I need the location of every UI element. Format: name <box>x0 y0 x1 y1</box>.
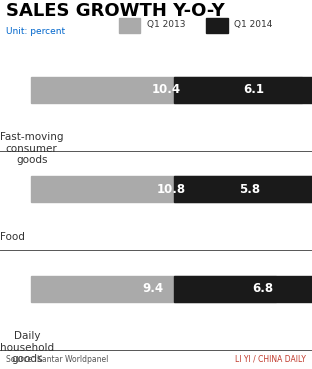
Text: Q1 2014: Q1 2014 <box>234 20 272 29</box>
Bar <box>31 77 302 103</box>
Text: 6.8: 6.8 <box>252 282 273 295</box>
Bar <box>31 176 312 202</box>
Text: 6.1: 6.1 <box>243 83 264 96</box>
Bar <box>31 276 275 302</box>
Text: Q1 2013: Q1 2013 <box>147 20 185 29</box>
Bar <box>174 276 312 302</box>
Text: Fast-moving
consumer
goods: Fast-moving consumer goods <box>0 132 64 165</box>
Text: Daily
household
goods: Daily household goods <box>0 331 54 365</box>
Text: 9.4: 9.4 <box>143 282 164 295</box>
Text: Unit: percent: Unit: percent <box>6 27 66 37</box>
Text: Food: Food <box>0 232 25 242</box>
Bar <box>174 77 312 103</box>
Text: SALES GROWTH Y-O-Y: SALES GROWTH Y-O-Y <box>6 2 225 20</box>
Text: LI YI / CHINA DAILY: LI YI / CHINA DAILY <box>235 355 306 363</box>
Bar <box>119 18 140 33</box>
Text: Source: Kantar Worldpanel: Source: Kantar Worldpanel <box>6 355 109 363</box>
Text: 10.4: 10.4 <box>152 83 181 96</box>
Bar <box>206 18 228 33</box>
Bar <box>174 176 312 202</box>
Text: 10.8: 10.8 <box>157 183 186 196</box>
Text: 5.8: 5.8 <box>239 183 260 196</box>
